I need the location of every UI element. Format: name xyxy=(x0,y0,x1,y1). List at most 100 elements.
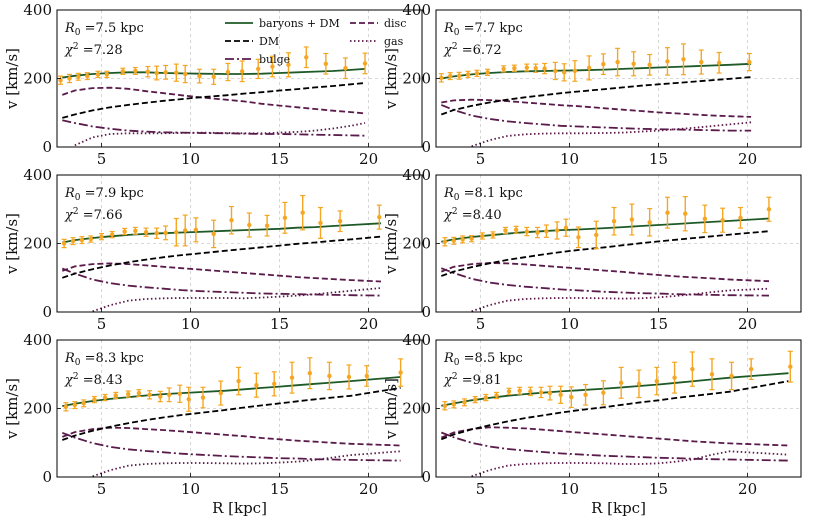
data-point xyxy=(255,66,261,72)
plot-area xyxy=(440,195,772,312)
data-point xyxy=(70,238,76,244)
data-point xyxy=(654,378,659,384)
data-point xyxy=(147,392,152,397)
data-point xyxy=(442,239,448,244)
data-point xyxy=(544,228,549,234)
data-point xyxy=(225,69,231,75)
data-point xyxy=(143,229,149,235)
y-tick-label: 400 xyxy=(402,331,431,349)
chi-superscript: 2 xyxy=(452,207,458,217)
x-tick-label: 20 xyxy=(359,150,378,168)
series-bulge-line xyxy=(440,267,770,297)
y-tick-label: 200 xyxy=(23,70,52,88)
series-gas-line xyxy=(471,121,752,147)
data-point xyxy=(327,373,332,379)
chi-superscript: 2 xyxy=(73,372,79,382)
data-point xyxy=(154,70,159,76)
data-point xyxy=(307,371,313,376)
chi2-annotation: χ2 =8.43 xyxy=(64,372,123,388)
data-point xyxy=(126,391,131,397)
r0-symbol: R xyxy=(443,186,454,201)
x-tick-label: 5 xyxy=(476,315,486,333)
data-point xyxy=(563,225,569,230)
plot-area xyxy=(61,357,404,477)
data-point xyxy=(95,72,101,77)
y-axis-label: v [km/s] xyxy=(382,48,400,110)
y-tick-label: 0 xyxy=(42,138,52,156)
chi2-annotation: χ2 =7.28 xyxy=(64,42,123,58)
data-point xyxy=(683,211,688,216)
data-point xyxy=(79,237,85,243)
data-point xyxy=(472,397,478,402)
data-point xyxy=(377,214,382,220)
y-tick-label: 0 xyxy=(421,303,431,321)
data-point xyxy=(528,389,533,394)
data-point xyxy=(748,366,754,372)
chi-superscript: 2 xyxy=(73,207,79,217)
data-point xyxy=(501,66,506,72)
data-point xyxy=(346,374,352,380)
data-point xyxy=(343,66,348,71)
data-point xyxy=(681,57,686,62)
data-point xyxy=(193,227,199,232)
data-point xyxy=(542,66,547,71)
data-point xyxy=(154,231,159,236)
r0-annotation: R0 =7.7 kpc xyxy=(443,21,523,38)
data-point xyxy=(182,71,188,77)
data-point xyxy=(506,389,512,394)
data-point xyxy=(76,74,81,79)
series-bulge-line xyxy=(440,431,789,462)
data-point xyxy=(113,393,118,398)
data-point xyxy=(337,219,343,224)
data-point xyxy=(61,241,67,246)
x-tick-label: 5 xyxy=(97,150,107,168)
data-point xyxy=(460,237,465,242)
series-dm-line xyxy=(62,82,366,119)
data-point xyxy=(239,69,245,74)
legend: baryons + DM DM bulge disc gas xyxy=(225,17,406,66)
data-point xyxy=(99,234,104,239)
y-tick-label: 400 xyxy=(23,331,52,349)
data-point xyxy=(729,373,734,379)
data-point xyxy=(182,228,188,233)
r0-subscript: 0 xyxy=(454,28,460,38)
data-point xyxy=(122,229,127,234)
data-point xyxy=(474,71,480,76)
data-point xyxy=(535,230,540,235)
data-point xyxy=(88,236,94,242)
x-tick-label: 10 xyxy=(181,150,200,168)
series-dm-line xyxy=(440,380,789,441)
data-point xyxy=(594,232,599,238)
data-point xyxy=(247,222,252,228)
data-point xyxy=(81,401,86,406)
series-gas-line xyxy=(74,122,366,147)
data-point xyxy=(524,65,530,70)
legend-label: disc xyxy=(384,17,406,30)
series-dm-line xyxy=(441,230,770,277)
data-point xyxy=(448,73,453,79)
y-axis-label: v [km/s] xyxy=(382,213,400,275)
series-dm-line xyxy=(62,235,382,279)
data-point xyxy=(720,218,725,223)
data-point xyxy=(456,73,462,78)
data-point xyxy=(229,218,234,223)
r0-symbol: R xyxy=(64,21,75,36)
r0-annotation: R0 =8.3 kpc xyxy=(64,351,144,368)
data-point xyxy=(629,217,635,222)
series-baryons-dm-line xyxy=(62,222,382,244)
data-point xyxy=(665,59,670,64)
r0-value: =8.3 kpc xyxy=(81,351,144,366)
series-dm-line xyxy=(440,76,752,116)
y-axis-label: v [km/s] xyxy=(3,48,21,110)
legend-label: DM xyxy=(259,35,279,48)
chi-symbol: χ xyxy=(443,373,453,388)
data-point xyxy=(211,74,216,79)
data-point xyxy=(451,238,457,243)
data-point xyxy=(483,395,489,400)
data-point xyxy=(513,227,519,232)
data-point xyxy=(716,60,722,65)
x-tick-label: 20 xyxy=(738,480,757,498)
data-point xyxy=(92,397,97,402)
data-point xyxy=(163,70,168,75)
